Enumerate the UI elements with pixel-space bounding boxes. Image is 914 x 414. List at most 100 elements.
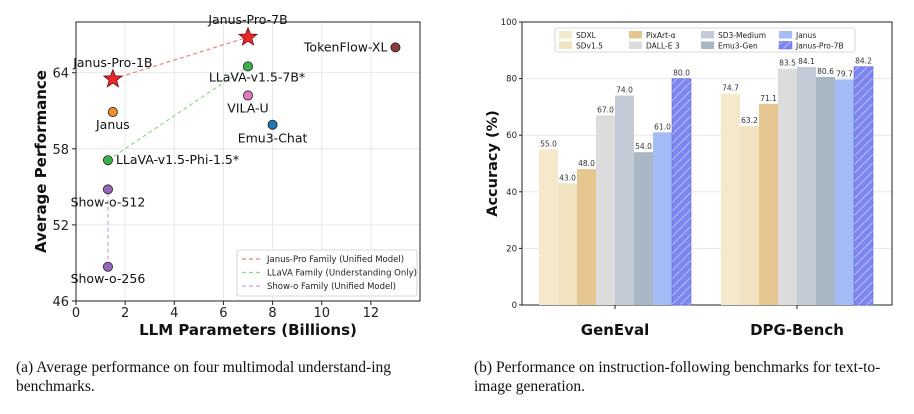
y-tick-label: 80 bbox=[506, 75, 517, 85]
bar-value-label: 84.2 bbox=[855, 57, 872, 66]
y-tick-label: 40 bbox=[506, 188, 517, 198]
legend-box bbox=[236, 249, 418, 297]
bar-value-label: 79.7 bbox=[836, 69, 853, 78]
x-tick-label: 4 bbox=[170, 306, 178, 321]
point-label: Janus-Pro-7B bbox=[207, 12, 287, 27]
legend-swatch bbox=[559, 41, 572, 49]
family-line bbox=[107, 65, 249, 161]
point-label: Emu3-Chat bbox=[238, 131, 308, 146]
legend-label: Show-o Family (Unified Model) bbox=[267, 282, 396, 292]
bar bbox=[539, 149, 558, 305]
y-tick-label: 100 bbox=[501, 18, 517, 28]
bar bbox=[778, 68, 797, 305]
legend-swatch bbox=[778, 41, 793, 50]
legend-swatch bbox=[629, 41, 642, 49]
point-label: LLaVA-v1.5-Phi-1.5* bbox=[116, 152, 239, 167]
point-label: TokenFlow-XL bbox=[303, 39, 388, 54]
y-tick-label: 20 bbox=[506, 244, 517, 254]
legend-label: Janus-Pro Family (Unified Model) bbox=[266, 255, 404, 265]
bar bbox=[653, 132, 672, 305]
bar-value-label: 83.5 bbox=[779, 59, 796, 68]
x-tick-label: DPG-Bench bbox=[750, 321, 844, 339]
point-label: Janus bbox=[95, 117, 130, 132]
point-label: LLaVA-v1.5-7B* bbox=[209, 69, 305, 84]
bar-value-label: 74.0 bbox=[616, 86, 633, 95]
point-label: Janus-Pro-1B bbox=[72, 55, 152, 70]
x-tick-label: 0 bbox=[72, 306, 80, 321]
bar-value-label: 63.2 bbox=[741, 116, 758, 125]
caption-b: (b) Performance on instruction-following… bbox=[474, 359, 881, 395]
x-tick-label: 12 bbox=[363, 306, 380, 321]
legend-label: SDv1.5 bbox=[576, 42, 603, 51]
legend-label: DALL-E 3 bbox=[646, 42, 680, 51]
star-marker bbox=[237, 26, 259, 46]
bar-value-label: 71.1 bbox=[760, 94, 777, 103]
x-tick-label: 8 bbox=[268, 306, 276, 321]
legend-swatch bbox=[779, 31, 792, 39]
bar-value-label: 67.0 bbox=[597, 105, 614, 114]
y-tick-label: 60 bbox=[506, 131, 517, 141]
x-tick-label: 2 bbox=[121, 306, 129, 321]
legend-label: Emu3-Gen bbox=[718, 42, 758, 51]
point-marker bbox=[242, 90, 253, 101]
bar bbox=[634, 152, 653, 305]
plot-frame bbox=[521, 21, 893, 306]
plot-frame bbox=[75, 21, 421, 302]
legend-label: SD3-Medium bbox=[718, 31, 766, 40]
x-tick-label: 6 bbox=[219, 306, 227, 321]
star-marker bbox=[102, 68, 123, 88]
point-marker bbox=[102, 261, 113, 272]
point-label: Show-o-512 bbox=[71, 194, 146, 209]
bar-value-label: 74.7 bbox=[722, 84, 739, 93]
bar bbox=[740, 126, 759, 305]
y-tick-label: 0 bbox=[512, 301, 517, 311]
point-marker bbox=[107, 107, 118, 118]
x-tick-label: GenEval bbox=[581, 321, 649, 339]
y-tick-label: 52 bbox=[52, 219, 69, 234]
bar-value-label: 43.0 bbox=[559, 173, 576, 182]
legend-swatch bbox=[559, 31, 572, 39]
bar-value-label: 54.0 bbox=[635, 142, 652, 151]
point-label: Show-o-256 bbox=[71, 271, 146, 286]
bar-value-label: 84.1 bbox=[798, 57, 815, 66]
bar bbox=[797, 66, 816, 305]
point-marker bbox=[267, 119, 278, 130]
bar bbox=[853, 66, 874, 306]
bar bbox=[577, 169, 596, 305]
bar-value-label: 55.0 bbox=[540, 139, 557, 148]
x-tick-label: 10 bbox=[313, 306, 330, 321]
bar bbox=[759, 103, 778, 305]
point-marker bbox=[390, 42, 401, 53]
point-marker bbox=[242, 61, 253, 72]
bar bbox=[721, 93, 740, 305]
y-axis-label: Average Performance bbox=[32, 70, 50, 253]
bar-value-label: 61.0 bbox=[654, 122, 671, 131]
legend-label: Janus-Pro-7B bbox=[795, 42, 844, 51]
bar bbox=[671, 78, 692, 306]
y-tick-label: 64 bbox=[52, 67, 69, 82]
bar bbox=[596, 115, 615, 305]
legend-label: PixArt-α bbox=[646, 31, 676, 40]
point-label: VILA-U bbox=[227, 101, 268, 116]
legend-swatch bbox=[701, 31, 714, 39]
y-axis-label: Accuracy (%) bbox=[485, 110, 501, 217]
legend-label: SDXL bbox=[576, 31, 597, 40]
family-line bbox=[112, 36, 249, 80]
bar-value-label: 80.0 bbox=[673, 69, 690, 78]
point-marker bbox=[102, 184, 113, 195]
bar-chart: 0 20 40 60 80 100 Accuracy (%) GenEval 55.0 43.04… bbox=[485, 18, 893, 339]
y-tick-label: 58 bbox=[52, 143, 69, 158]
bar bbox=[835, 79, 854, 305]
y-tick-label: 46 bbox=[52, 295, 69, 310]
bar-value-label: 80.6 bbox=[817, 67, 834, 76]
legend-swatch bbox=[701, 41, 714, 49]
bar bbox=[816, 76, 835, 305]
legend-label: LLaVA Family (Understanding Only) bbox=[267, 269, 417, 279]
legend-label: Janus bbox=[795, 31, 816, 40]
x-axis-label: LLM Parameters (Billions) bbox=[139, 321, 357, 339]
bar-value-label: 48.0 bbox=[578, 159, 595, 168]
caption-a: (a) Average performance on four multimod… bbox=[16, 359, 392, 395]
legend-swatch bbox=[629, 31, 642, 39]
